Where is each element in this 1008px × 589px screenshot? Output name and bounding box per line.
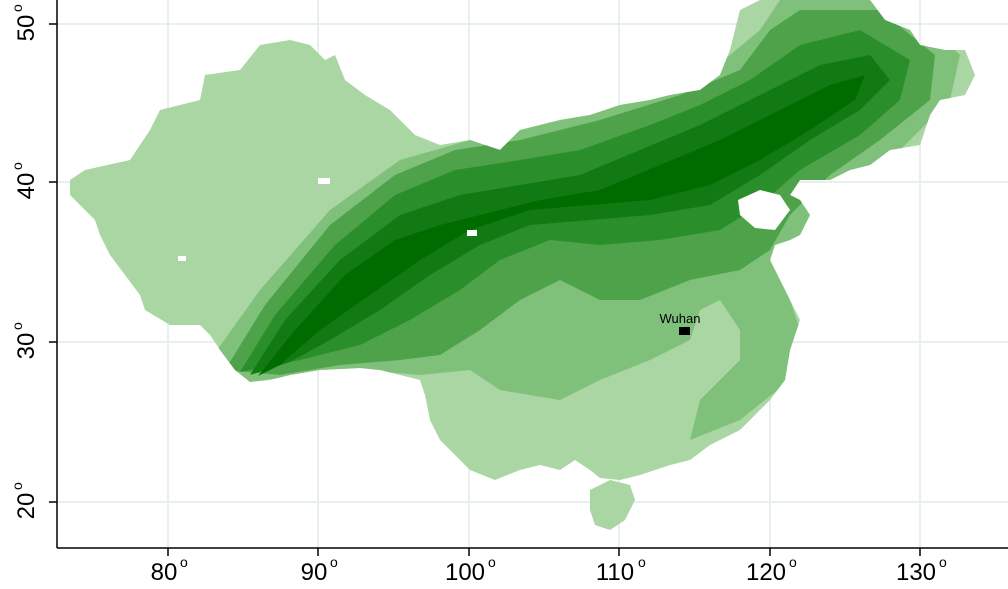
x-tick-label: 110 [596, 559, 634, 584]
x-tick-degree: o [488, 554, 496, 570]
x-tick-label: 80 [151, 559, 178, 584]
y-tick-label-group: 40 o [9, 162, 40, 199]
x-tick-degree: o [330, 554, 338, 570]
lake-patch [318, 178, 330, 184]
elevation-level-6 [258, 75, 865, 376]
y-tick-degree: o [9, 4, 25, 12]
x-axis-ticks: 80 o 90 o 100 o 110 o 120 o 130 o [151, 548, 947, 586]
x-tick-label: 120 [746, 559, 786, 584]
city-marker-group: Wuhan [660, 311, 701, 335]
city-label: Wuhan [660, 311, 701, 326]
x-tick-degree: o [789, 554, 797, 570]
y-tick-label-group: 50 o [9, 4, 40, 41]
x-tick-degree: o [638, 554, 646, 570]
y-tick-label: 20 [13, 493, 40, 520]
city-square-marker [679, 327, 690, 335]
y-tick-label-group: 30 o [9, 322, 40, 359]
y-tick-label: 40 [13, 173, 40, 200]
lake-patch [178, 256, 186, 261]
x-tick-degree: o [180, 554, 188, 570]
y-tick-label-group: 20 o [9, 482, 40, 519]
x-tick-label: 130 [896, 559, 936, 584]
bohai-sea [738, 190, 790, 230]
y-tick-degree: o [9, 162, 25, 170]
y-tick-label: 50 [13, 15, 40, 42]
lake-holes [178, 178, 790, 261]
x-tick-label: 90 [301, 559, 328, 584]
lake-patch [467, 230, 477, 236]
y-axis-ticks: 20 o 30 o 40 o 50 o [9, 4, 57, 519]
y-tick-label: 30 [13, 333, 40, 360]
y-tick-degree: o [9, 322, 25, 330]
x-tick-label: 100 [445, 559, 485, 584]
y-tick-degree: o [9, 482, 25, 490]
x-tick-degree: o [939, 554, 947, 570]
